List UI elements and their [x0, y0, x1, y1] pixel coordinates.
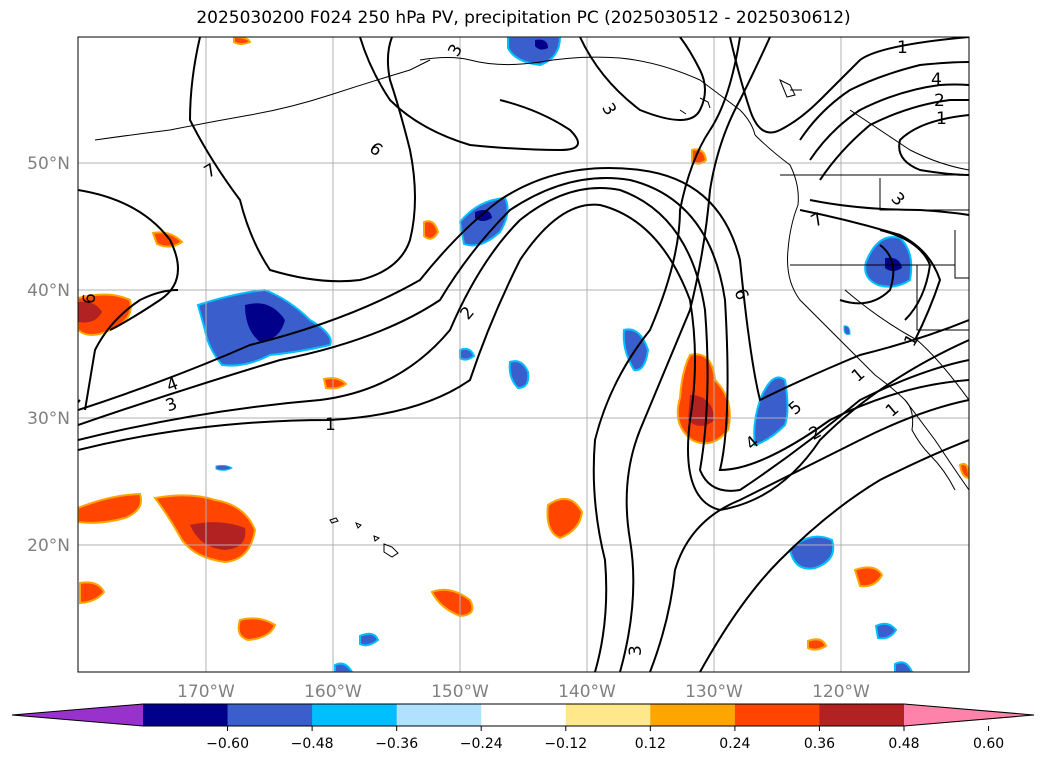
lat-label: 30°N: [27, 409, 70, 429]
contour-label: 1: [936, 109, 947, 129]
contour-label: 1: [848, 364, 869, 386]
colorbar-tick-label: −0.36: [375, 736, 418, 752]
contour-label: 7: [808, 209, 827, 232]
contour-label: 3: [163, 394, 180, 416]
colorbar-swatch: [565, 704, 651, 726]
contour-label: 6: [80, 293, 100, 304]
contour-label: 3: [887, 189, 909, 211]
colorbar-tick-label: −0.24: [460, 736, 503, 752]
colorbar-tick-label: 0.60: [973, 736, 1004, 752]
map-area: [78, 37, 969, 672]
graticule: [78, 37, 969, 672]
contour-label: 1: [897, 38, 908, 58]
contour-label: 4: [164, 374, 181, 396]
contour-label: 5: [785, 397, 806, 419]
lat-label: 50°N: [27, 154, 70, 174]
colorbar-extend-high: [904, 704, 1034, 726]
colorbar-swatch: [481, 704, 567, 726]
colorbar-swatch: [143, 704, 229, 726]
colorbar-tick-label: −0.48: [291, 736, 334, 752]
colorbar: −0.60 −0.48 −0.36 −0.24 −0.12 0.12 0.24 0.36 0.4…: [11, 703, 1035, 752]
map-title: 2025030200 F024 250 hPa PV, precipitatio…: [196, 8, 851, 28]
lon-label: 160°W: [304, 682, 362, 702]
contour-label: 6: [730, 286, 752, 303]
colorbar-tick-label: 0.12: [635, 736, 666, 752]
lon-label: 140°W: [558, 682, 616, 702]
contour-label: 6: [365, 138, 386, 160]
colorbar-tick-label: 0.36: [804, 736, 835, 752]
contour-label: 3: [626, 645, 646, 656]
pv-contours: [78, 37, 969, 672]
lon-labels: 170°W 160°W 150°W 140°W 130°W 120°W: [177, 682, 870, 702]
lon-label: 120°W: [812, 682, 870, 702]
lat-label: 40°N: [27, 281, 70, 301]
colorbar-swatch: [650, 704, 736, 726]
lon-label: 150°W: [431, 682, 489, 702]
lat-label: 20°N: [27, 536, 70, 556]
contour-label: 4: [931, 70, 942, 90]
contour-label: 3: [597, 100, 620, 119]
colorbar-tick-label: 0.48: [888, 736, 919, 752]
colorbar-swatch: [227, 704, 313, 726]
coastlines: [94, 56, 969, 558]
colorbar-swatch: [396, 704, 482, 726]
colorbar-extend-low: [12, 704, 143, 726]
colorbar-outline: [11, 703, 1035, 727]
colorbar-swatch: [312, 704, 398, 726]
contour-label: 1: [900, 331, 923, 350]
map-frame: [77, 36, 970, 673]
contour-label: 1: [325, 415, 336, 435]
colorbar-swatch: [734, 704, 820, 726]
lon-label: 130°W: [685, 682, 743, 702]
precip-negative: [196, 37, 914, 672]
lat-labels: 50°N 40°N 30°N 20°N: [27, 154, 70, 556]
lon-label: 170°W: [177, 682, 235, 702]
contour-label: 2: [934, 91, 945, 111]
colorbar-tick-label: −0.12: [544, 736, 587, 752]
colorbar-swatch: [819, 704, 905, 726]
colorbar-tick-label: −0.60: [206, 736, 249, 752]
colorbar-tick-label: 0.24: [719, 736, 750, 752]
